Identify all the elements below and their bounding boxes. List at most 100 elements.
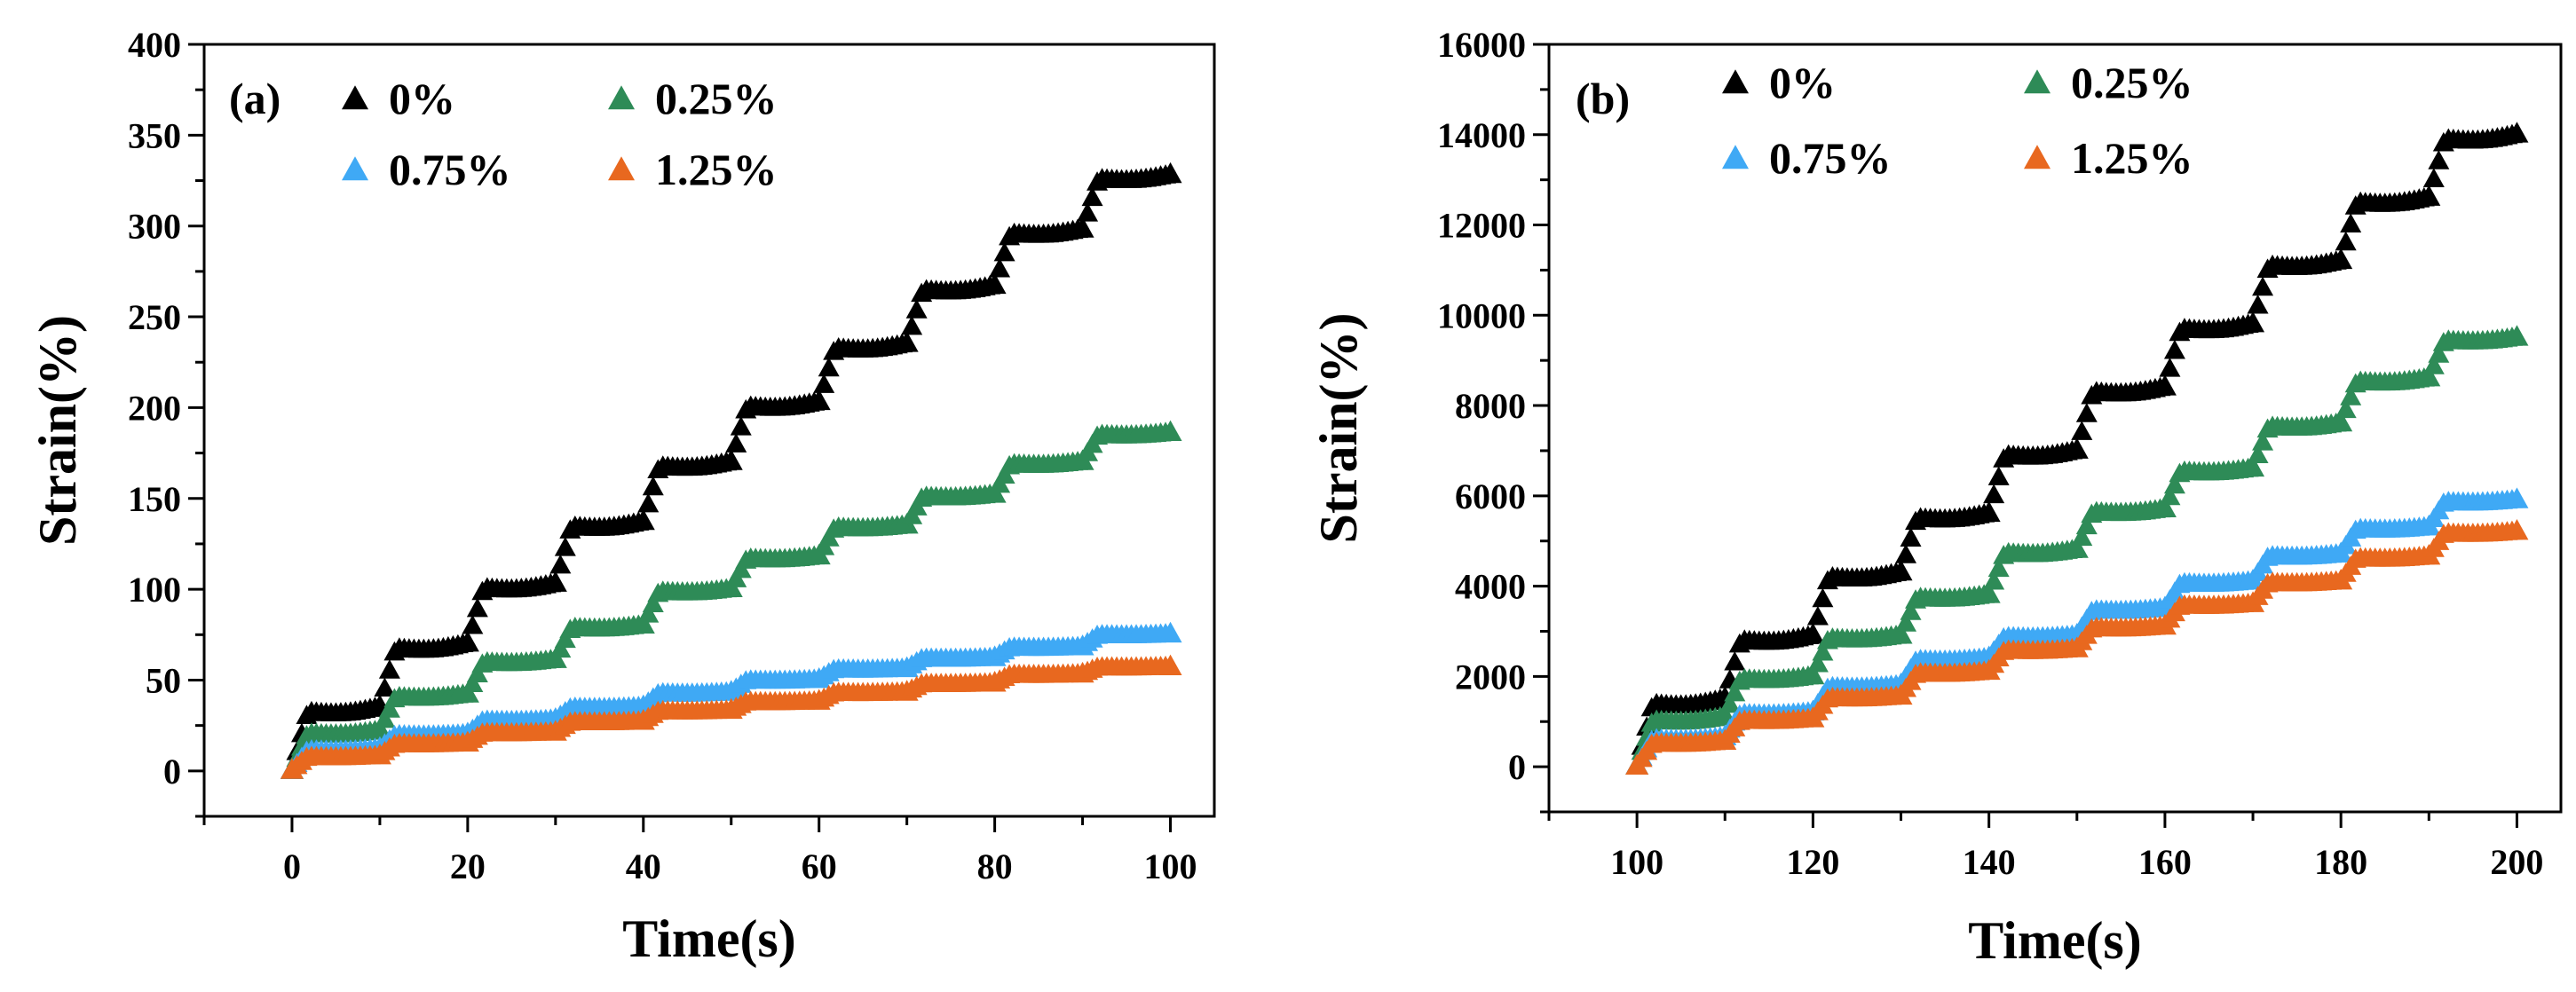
data-marker (1812, 587, 1834, 608)
y-tick-label: 50 (146, 660, 181, 700)
data-marker (452, 683, 474, 703)
x-tick-label: 40 (626, 846, 661, 886)
data-marker (374, 677, 396, 697)
data-marker (1900, 601, 1922, 620)
data-marker (2335, 398, 2357, 419)
x-axis-label: Time(s) (1968, 911, 2142, 970)
x-tick-label: 100 (1144, 846, 1197, 886)
legend-entry: 0.25% (608, 74, 778, 123)
data-marker (901, 315, 923, 335)
data-marker (1155, 421, 1177, 441)
data-marker (637, 492, 660, 513)
data-marker (1797, 625, 1819, 645)
legend-label: 0% (389, 74, 455, 123)
data-marker (637, 603, 660, 623)
data-marker (1709, 705, 1731, 726)
data-marker (2247, 294, 2269, 314)
data-marker (1885, 624, 1908, 644)
data-marker (1797, 707, 1819, 728)
y-tick-label: 10000 (1437, 295, 1526, 335)
legend-label: 0.25% (655, 74, 778, 123)
data-marker (2501, 327, 2523, 346)
data-marker (549, 554, 572, 574)
data-marker (642, 593, 664, 613)
data-marker (1812, 641, 1834, 661)
data-marker (1885, 562, 1908, 581)
x-tick-label: 180 (2314, 842, 2367, 882)
data-marker (2061, 439, 2083, 460)
legend-entry: 0.25% (2024, 58, 2193, 107)
legend-marker (1722, 69, 1749, 94)
data-marker (1987, 557, 2010, 578)
data-marker (979, 483, 1001, 503)
data-marker (818, 357, 840, 377)
data-marker (1077, 201, 1099, 222)
y-tick-label: 0 (1508, 747, 1526, 787)
data-marker (2061, 539, 2083, 559)
data-marker (540, 649, 562, 668)
data-marker (2413, 186, 2435, 207)
y-tick-label: 200 (128, 388, 181, 428)
data-marker (2325, 570, 2347, 590)
legend-label: 0.25% (2071, 58, 2193, 107)
y-tick-label: 6000 (1455, 476, 1526, 516)
data-marker (462, 673, 484, 693)
data-marker (2340, 386, 2362, 405)
legend-marker (342, 156, 368, 181)
legend-entry: 1.25% (608, 145, 778, 194)
legend-marker (608, 156, 635, 181)
data-marker (2237, 593, 2259, 612)
data-marker (628, 614, 650, 634)
data-marker (462, 614, 484, 634)
data-marker (1797, 665, 1819, 685)
data-marker (2428, 150, 2450, 169)
data-marker (1885, 685, 1908, 705)
series-0% (280, 161, 1182, 779)
y-axis-label: Strain(%) (28, 315, 87, 546)
legend-label: 0% (1769, 58, 1836, 107)
data-marker (2325, 250, 2347, 270)
data-marker (2237, 313, 2259, 333)
y-tick-label: 250 (128, 297, 181, 337)
data-marker (374, 708, 396, 728)
data-marker (364, 697, 386, 716)
x-tick-label: 60 (802, 846, 837, 886)
y-tick-label: 8000 (1455, 386, 1526, 426)
y-tick-label: 16000 (1437, 25, 1526, 65)
x-tick-label: 120 (1786, 842, 1839, 882)
data-marker (2163, 339, 2185, 359)
data-marker (989, 257, 1011, 278)
y-tick-label: 300 (128, 207, 181, 247)
data-marker (554, 628, 576, 649)
legend-marker (2024, 145, 2051, 169)
x-tick-label: 160 (2138, 842, 2192, 882)
data-marker (1081, 186, 1103, 207)
data-marker (905, 299, 928, 319)
data-marker (466, 597, 488, 618)
series-0.75% (1625, 487, 2529, 775)
axes-frame (202, 43, 1216, 818)
data-marker (813, 374, 835, 393)
data-marker (2413, 545, 2435, 565)
data-marker (540, 572, 562, 593)
series-0.25% (280, 420, 1182, 779)
legend-entry: 0% (342, 74, 455, 123)
data-marker (730, 416, 752, 436)
legend-label: 1.25% (655, 145, 778, 194)
legend-label: 0.75% (1769, 133, 1892, 183)
x-tick-label: 20 (450, 846, 486, 886)
data-marker (1155, 164, 1177, 184)
x-axis-label: Time(s) (622, 909, 796, 968)
data-marker (2413, 367, 2435, 387)
data-marker (378, 698, 400, 718)
data-marker (1724, 650, 1746, 671)
x-tick-label: 100 (1610, 842, 1663, 882)
data-marker (2061, 637, 2083, 657)
y-tick-label: 400 (128, 25, 181, 65)
data-marker (2237, 457, 2259, 477)
axes-frame (1547, 43, 2563, 814)
legend-entry: 0% (1722, 58, 1836, 107)
data-marker (554, 537, 576, 556)
data-marker (2071, 421, 2093, 440)
